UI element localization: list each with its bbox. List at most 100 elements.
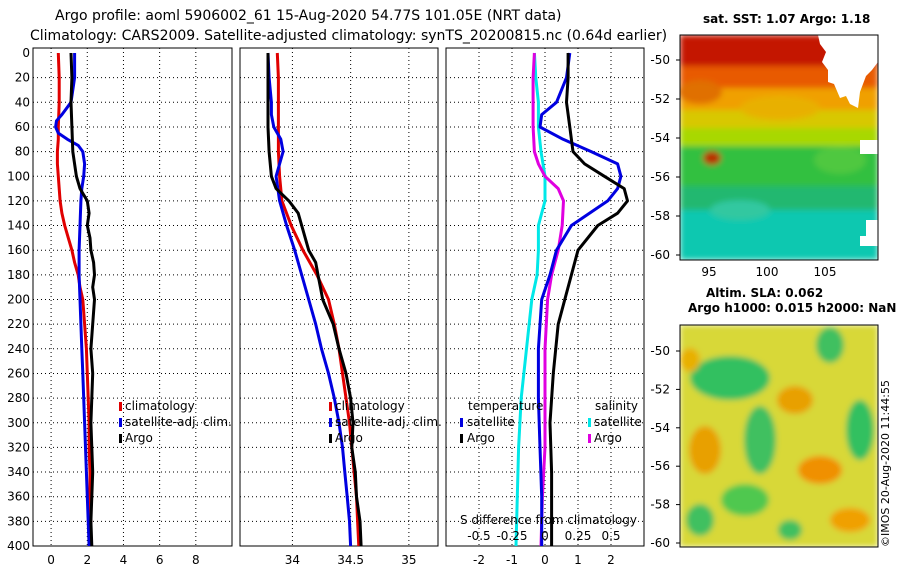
depth-tick-label: 260 [7,366,30,380]
s-difference-tick-label: -0.5 [467,529,490,543]
temperature-tick-label: 8 [192,553,200,567]
imos-credit: ©IMOS 20-Aug-2020 11:44:55 [879,380,892,547]
difference-temperature-satellite-line [536,52,623,546]
salinity-satellite-line [266,52,353,547]
sla-map-title-line2: Argo h1000: 0.015 h2000: NaN [688,301,896,315]
salinity-panel: 34 34.5 35 climatology satellite-adj. clim… [239,47,442,567]
temperature-panel-frame [32,47,233,547]
depth-tick-label: 320 [7,440,30,454]
legend-label-t-argo: Argo [467,431,495,445]
map-lon-tick-label: 95 [701,265,716,279]
map-lon-tick-label: 105 [814,265,837,279]
depth-tick-label: 160 [7,243,30,257]
map-lon-tick-label: 100 [756,265,779,279]
legend-label-argo-s: Argo [335,431,363,445]
map-lat-tick-label: -58 [650,209,670,223]
difference-salinity-argo-line [531,52,565,547]
map-lat-tick-label: -52 [650,92,670,106]
depth-tick-label: 140 [7,219,30,233]
difference-legend: temperature salinity satellite Argo sate… [460,399,642,527]
depth-tick-label: 180 [7,268,30,282]
legend-label-t-satellite: satellite [467,415,515,429]
difference-temperature-argo-line [548,53,629,546]
difference-salinity-satellite-line [514,52,547,547]
legend-label-s-argo: Argo [594,431,622,445]
salinity-tick-label: 34 [285,553,300,567]
salinity-tick-label: 35 [401,553,416,567]
figure-title-line1: Argo profile: aoml 5906002_61 15-Aug-202… [55,8,561,24]
legend-label-satellite-s: satellite-adj. clim. [335,415,442,429]
legend-swatch-argo [119,434,122,443]
depth-tick-label: 40 [15,95,30,109]
s-difference-tick-label: 0 [541,529,549,543]
depth-tick-label: 380 [7,514,30,528]
sla-map-image [680,325,878,547]
depth-tick-label: 280 [7,391,30,405]
difference-tick-label: -2 [473,553,485,567]
salinity-tick-label: 34.5 [337,553,364,567]
legend-swatch-s-satellite [588,418,591,427]
difference-tick-label: 2 [607,553,615,567]
s-difference-tick-label: -0.25 [496,529,527,543]
depth-tick-label: 200 [7,293,30,307]
temperature-climatology-line [55,52,93,546]
legend-header-salinity: salinity [595,399,638,413]
legend-header-temperature: temperature [468,399,543,413]
figure-title-line2: Climatology: CARS2009. Satellite-adjuste… [30,28,667,44]
temperature-tick-label: 4 [120,553,128,567]
temperature-argo-line [69,52,96,547]
map-lat-tick-label: -56 [650,170,670,184]
temperature-satellite-line [54,53,91,547]
depth-tick-label: 400 [7,539,30,553]
temperature-legend: climatology satellite-adj. clim. Argo [119,399,232,445]
legend-swatch-t-argo [460,434,463,443]
legend-swatch-climatology [119,402,122,411]
legend-swatch-argo-s [329,434,332,443]
legend-label-satellite: satellite-adj. clim. [125,415,232,429]
s-difference-tick-label: 0.5 [601,529,620,543]
legend-swatch-satellite-s [329,418,332,427]
sst-map-missing-data [818,35,878,246]
depth-tick-label: 300 [7,416,30,430]
sla-map: Altim. SLA: 0.062 Argo h1000: 0.015 h200… [650,286,896,550]
sst-map-title: sat. SST: 1.07 Argo: 1.18 [703,12,870,26]
legend-label-s-satellite: satellite [594,415,642,429]
depth-tick-label: 100 [7,169,30,183]
difference-tick-label: -1 [506,553,518,567]
depth-tick-label: 60 [15,120,30,134]
depth-tick-label: 360 [7,490,30,504]
difference-panel: -2 -1 0 1 2 temperature salinity satellite A… [445,47,645,567]
sla-map-frame [679,324,879,548]
sst-map-frame [679,34,879,261]
depth-tick-label: 240 [7,342,30,356]
map-lat-tick-label: -50 [650,344,670,358]
depth-tick-label: 20 [15,71,30,85]
s-difference-axis-label: S difference from climatology [460,513,637,527]
map-lat-tick-label: -50 [650,53,670,67]
depth-tick-label: 220 [7,317,30,331]
map-lat-tick-label: -54 [650,131,670,145]
sla-map-title-line1: Altim. SLA: 0.062 [706,286,823,300]
legend-swatch-climatology-s [329,402,332,411]
legend-label-argo: Argo [125,431,153,445]
map-lat-tick-label: -58 [650,498,670,512]
map-lat-tick-label: -60 [650,536,670,550]
depth-tick-label: 120 [7,194,30,208]
map-lat-tick-label: -54 [650,421,670,435]
salinity-legend: climatology satellite-adj. clim. Argo [329,399,442,445]
depth-tick-label: 80 [15,145,30,159]
sst-map: sat. SST: 1.07 Argo: 1.18 [650,12,879,279]
salinity-argo-line [266,53,363,547]
legend-label-climatology-s: climatology [335,399,405,413]
legend-swatch-s-argo [588,434,591,443]
depth-tick-label: 340 [7,465,30,479]
map-lat-tick-label: -52 [650,382,670,396]
salinity-panel-frame [239,47,439,547]
temperature-tick-label: 0 [47,553,55,567]
temperature-tick-label: 6 [156,553,164,567]
map-lat-tick-label: -56 [650,459,670,473]
legend-swatch-t-satellite [460,418,463,427]
legend-label-climatology: climatology [125,399,195,413]
depth-tick-label: 0 [22,46,30,60]
